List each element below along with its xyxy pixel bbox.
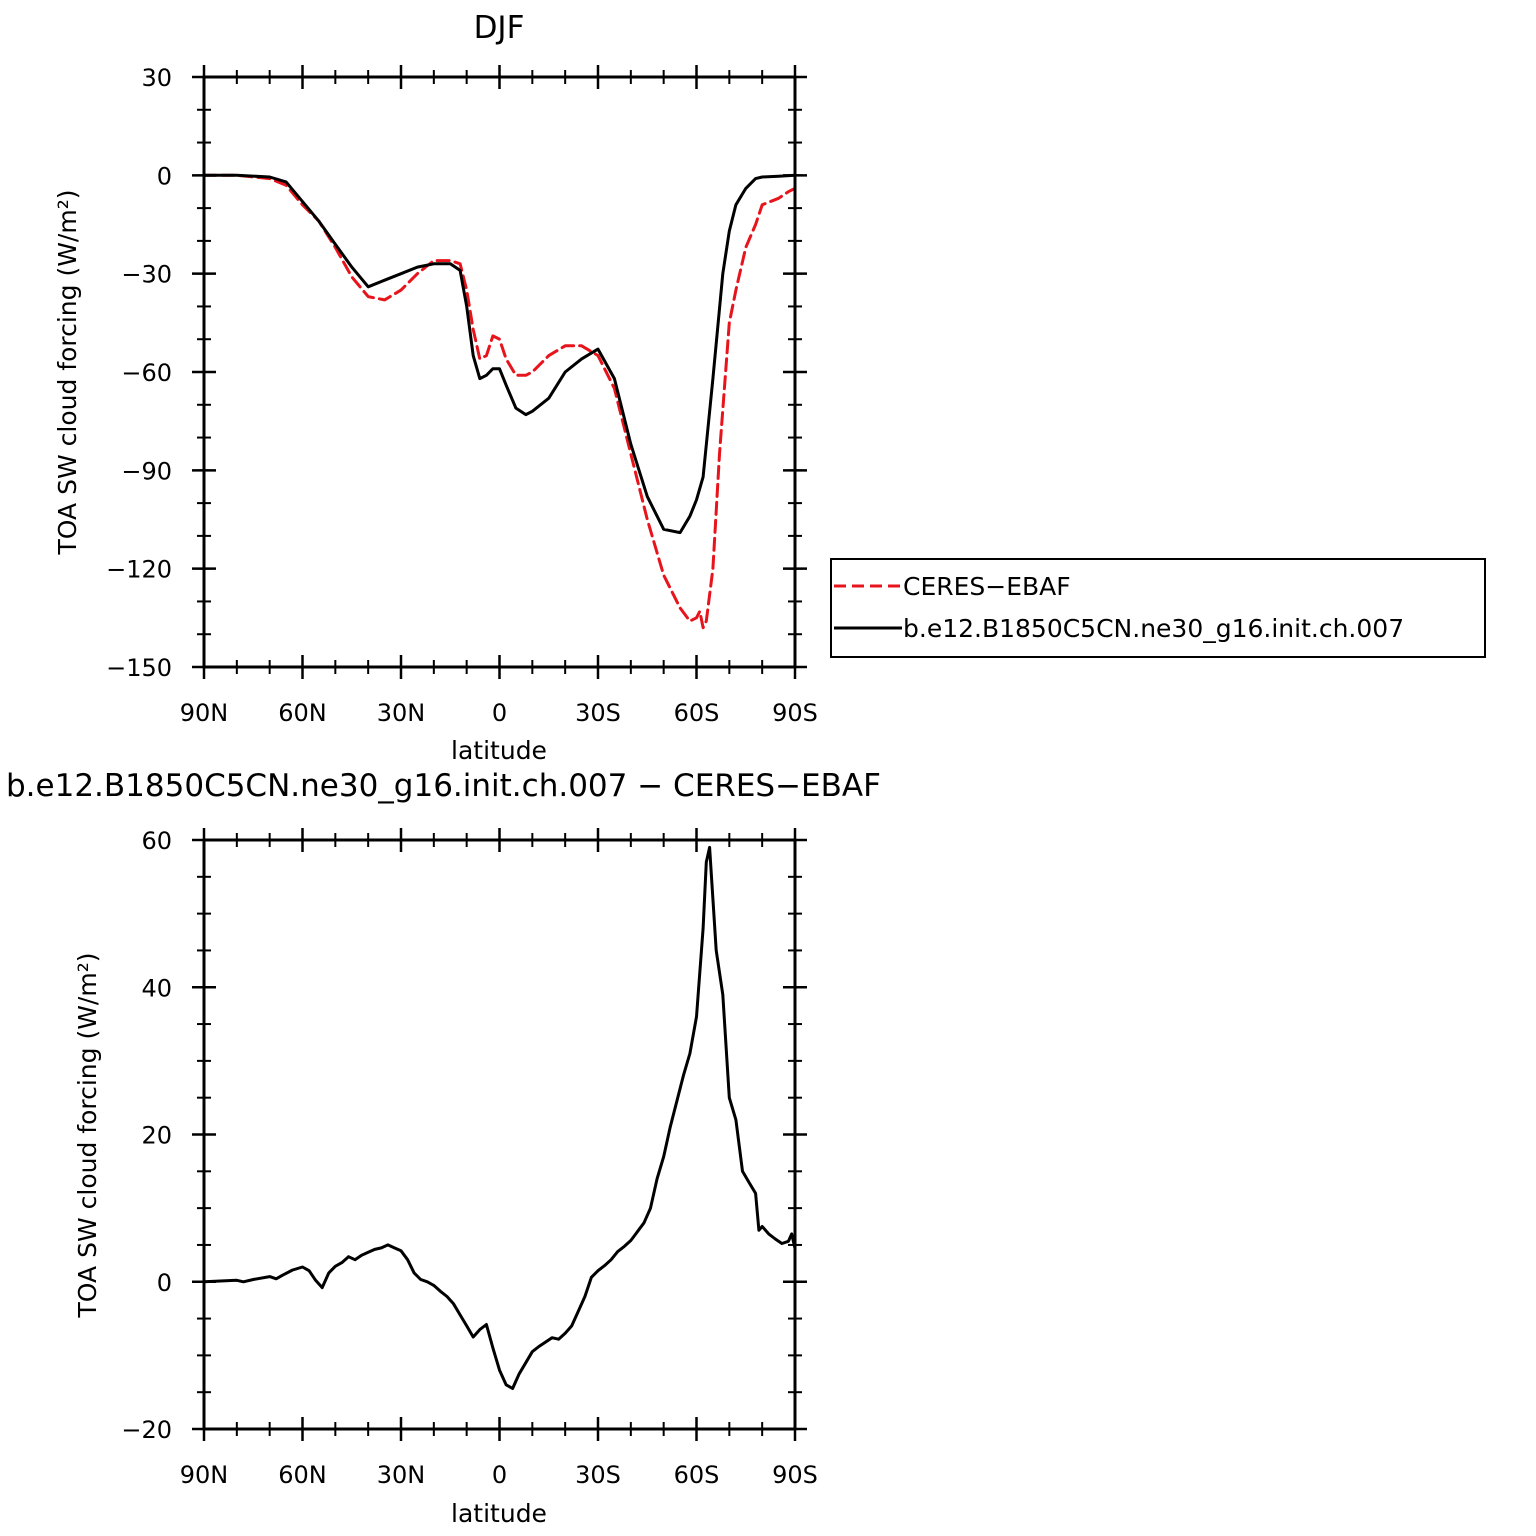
top-panel-title: DJF (474, 10, 525, 46)
bottom-panel: b.e12.B1850C5CN.ne30_g16.init.ch.007 − C… (6, 768, 881, 1528)
x-tick-label: 0 (492, 699, 507, 727)
x-tick-label: 90N (180, 1461, 229, 1489)
x-tick-label: 90S (772, 1461, 818, 1489)
y-tick-label: −90 (121, 457, 172, 485)
y-tick-label: −30 (121, 261, 172, 289)
top-panel: DJF 90N 60N 30N 0 30S 60S 90S 30 0 −30 −60 −90 −120 −… (53, 10, 1486, 765)
top-panel-series-group (202, 173, 797, 630)
bottom-panel-y-axis-title: TOA SW cloud forcing (W/m²) (73, 953, 102, 1319)
model-series-line (202, 173, 797, 535)
top-panel-frame (202, 75, 797, 669)
x-tick-label: 90S (772, 699, 818, 727)
x-tick-label: 60N (278, 699, 327, 727)
x-tick-label: 60N (278, 1461, 327, 1489)
y-tick-label: 20 (141, 1122, 172, 1150)
y-tick-label: 60 (141, 827, 172, 855)
x-tick-label: 0 (492, 1461, 507, 1489)
x-tick-label: 60S (674, 1461, 720, 1489)
bottom-panel-x-axis-title: latitude (451, 1499, 547, 1528)
bottom-panel-series-group (202, 845, 797, 1390)
legend-label-obs: CERES−EBAF (903, 572, 1071, 601)
legend: CERES−EBAF b.e12.B1850C5CN.ne30_g16.init… (830, 558, 1486, 658)
y-tick-label: −60 (121, 359, 172, 387)
y-tick-label: −150 (106, 654, 172, 682)
top-panel-x-axis-title: latitude (451, 736, 547, 765)
bottom-panel-frame (202, 838, 797, 1431)
top-panel-y-axis-title: TOA SW cloud forcing (W/m²) (53, 190, 82, 556)
y-tick-label: −120 (106, 556, 172, 584)
y-tick-label: −20 (121, 1416, 172, 1444)
model-series-line (202, 845, 797, 1390)
legend-label-model: b.e12.B1850C5CN.ne30_g16.init.ch.007 (903, 614, 1404, 643)
x-tick-label: 30S (575, 699, 621, 727)
x-tick-label: 30N (377, 1461, 426, 1489)
x-tick-label: 60S (674, 699, 720, 727)
bottom-panel-title: b.e12.B1850C5CN.ne30_g16.init.ch.007 − C… (6, 768, 881, 804)
y-tick-label: 40 (141, 974, 172, 1002)
y-tick-label: 30 (141, 64, 172, 92)
x-tick-label: 30S (575, 1461, 621, 1489)
y-tick-label: 0 (157, 162, 172, 190)
legend-box (830, 558, 1486, 658)
obs-series-line (202, 173, 797, 630)
y-tick-label: 0 (157, 1269, 172, 1297)
x-tick-label: 90N (180, 699, 229, 727)
x-tick-label: 30N (377, 699, 426, 727)
